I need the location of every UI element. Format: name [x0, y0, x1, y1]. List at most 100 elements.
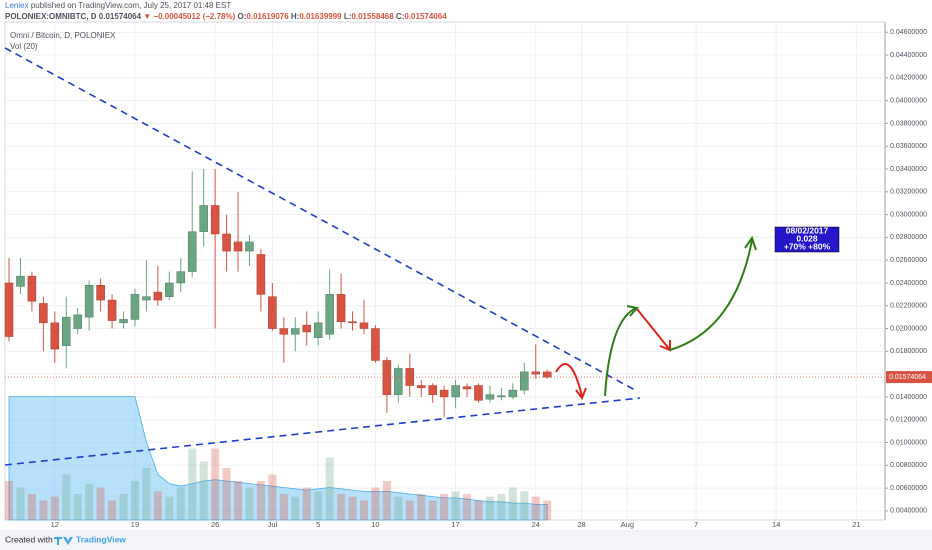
candle-body: [508, 389, 518, 398]
lower-trendline: [4, 397, 641, 466]
volume-bar: [176, 487, 185, 520]
volume-bar: [440, 493, 449, 520]
candle-body: [474, 385, 483, 401]
volume-bar: [245, 487, 254, 520]
candle-body: [245, 241, 254, 252]
volume-bar: [405, 500, 414, 520]
volume-bar: [302, 487, 311, 520]
y-tick-label: 0.02400000: [890, 280, 927, 287]
volume-bar: [314, 491, 323, 520]
candle-body: [405, 368, 415, 386]
volume-bar: [417, 493, 426, 520]
red-arrow-2: [636, 308, 671, 351]
volume-bar: [428, 500, 437, 520]
last: 0.01574064: [99, 12, 142, 21]
y-tick-label: 0.04400000: [890, 52, 927, 59]
footer-brand[interactable]: TradingView: [76, 534, 126, 544]
quote-line: POLONIEX:OMNIBTC, D 0.01574064 ▼ −0.0004…: [5, 12, 447, 21]
candle-body: [325, 294, 334, 335]
candle-body: [62, 316, 71, 346]
header-line: Leniex published on TradingView.com, Jul…: [5, 1, 231, 10]
candle-body: [222, 233, 231, 252]
candle-body: [96, 284, 105, 301]
y-tick-label: 0.00600000: [890, 485, 927, 492]
author[interactable]: Leniex: [5, 1, 29, 10]
y-tick-label: 0.00800000: [890, 462, 927, 469]
candle-body: [462, 386, 472, 390]
y-tick-label: 0.03200000: [890, 189, 927, 196]
volume-bar: [108, 500, 117, 520]
c-value: 0.01574064: [404, 12, 447, 21]
candle-body: [165, 282, 174, 297]
candle-body: [16, 275, 25, 287]
x-tick-label: Jul: [268, 520, 278, 529]
candle-body: [428, 385, 437, 395]
green-arrowhead: [626, 305, 639, 317]
change: ▼ −0.00045012 (−2.78%): [143, 12, 235, 21]
volume-bar: [394, 496, 403, 520]
y-tick-label: 0.03400000: [890, 166, 927, 173]
volume-bar: [142, 467, 151, 520]
x-tick-label: 14: [772, 520, 780, 529]
candle-body: [520, 371, 529, 391]
volume-bar: [543, 500, 552, 520]
candle-body: [27, 275, 37, 302]
candle-body: [302, 324, 311, 333]
candle-body: [485, 394, 495, 400]
candle-body: [313, 322, 323, 338]
y-tick-label: 0.02800000: [890, 234, 927, 241]
candle-body: [176, 271, 186, 284]
volume-bar: [382, 480, 391, 520]
annotation-box: [774, 226, 840, 253]
published: published on TradingView.com, July 25, 2…: [31, 1, 232, 10]
x-tick-label: Aug: [621, 520, 634, 529]
y-tick-label: 0.03800000: [890, 120, 927, 127]
y-tick-label: 0.04200000: [890, 75, 927, 82]
volume-bar: [188, 448, 197, 520]
x-tick-label: 26: [211, 520, 219, 529]
candle-body: [210, 205, 220, 235]
y-tick-label: 0.01800000: [890, 348, 927, 355]
y-tick-label: 0.04600000: [890, 29, 927, 36]
candle-body: [542, 371, 552, 378]
green-arrow-2: [669, 239, 753, 351]
candle-body: [233, 241, 243, 252]
candle-body: [187, 231, 197, 272]
volume-bar: [96, 487, 105, 520]
volume-bar: [85, 483, 94, 520]
volume-bar: [463, 493, 472, 520]
volume-bar: [279, 493, 288, 520]
volume-bar: [222, 467, 231, 520]
annotation-gain: +70% +80%: [784, 241, 831, 251]
l-label: L:: [344, 12, 352, 21]
x-tick-label: 24: [532, 520, 540, 529]
y-tick-label: 0.01200000: [890, 417, 927, 424]
volume-bar: [371, 487, 380, 520]
annotation-price: 0.028: [796, 233, 818, 243]
y-tick-label: 0.01400000: [890, 394, 927, 401]
red-arrow: [555, 363, 583, 397]
candles: [4, 169, 552, 418]
footer-logo: [54, 537, 73, 545]
candle-body: [50, 322, 60, 350]
volume-bar: [485, 496, 494, 520]
last-price-tag: [886, 371, 932, 384]
green-arrowhead-2: [744, 235, 757, 251]
volume-bar: [73, 493, 82, 520]
volume-bar: [211, 448, 220, 520]
chart-title: Omni / Bitcoin, D, POLONIEX: [10, 31, 116, 40]
volume-bar: [348, 496, 357, 520]
candle-body: [279, 328, 289, 335]
o-value: 0.01619076: [246, 12, 289, 21]
candle-body: [256, 254, 266, 295]
x-tick-label: 19: [131, 520, 139, 529]
volume-bar: [520, 491, 529, 520]
volume-bar: [119, 493, 128, 520]
volume-bar: [291, 496, 300, 520]
volume-bar: [234, 480, 243, 520]
candle-body: [153, 291, 163, 301]
y-tick-label: 0.03600000: [890, 143, 927, 150]
l-value: 0.01558468: [351, 12, 394, 21]
volume-bar: [62, 474, 71, 520]
